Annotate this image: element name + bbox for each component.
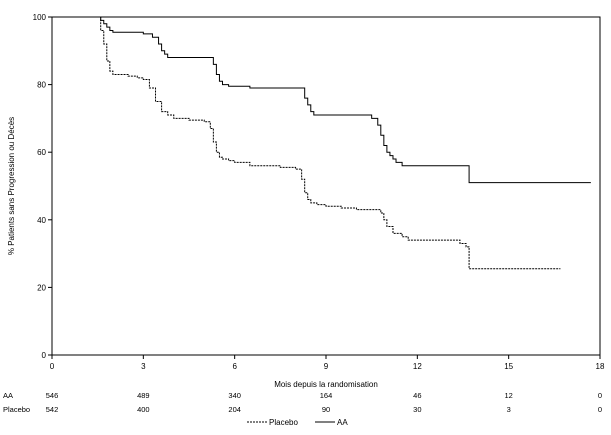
at-risk-value: 90 bbox=[322, 405, 330, 414]
at-risk-value: 46 bbox=[413, 391, 421, 400]
y-tick-label: 80 bbox=[37, 81, 46, 90]
y-tick-label: 60 bbox=[37, 148, 46, 157]
x-tick-label: 12 bbox=[413, 362, 422, 371]
plot-area bbox=[51, 16, 601, 356]
x-tick-label: 0 bbox=[50, 362, 55, 371]
legend: Placebo AA bbox=[247, 418, 348, 427]
at-risk-value: 542 bbox=[46, 405, 59, 414]
x-tick-label: 18 bbox=[596, 362, 605, 371]
y-tick-label: 20 bbox=[37, 283, 46, 292]
at-risk-row-label: AA bbox=[3, 391, 13, 400]
x-axis: 0 3 6 9 12 15 18 bbox=[50, 355, 605, 371]
y-axis-title: % Patients sans Progression ou Décès bbox=[7, 117, 16, 255]
at-risk-value: 12 bbox=[504, 391, 512, 400]
at-risk-value: 546 bbox=[46, 391, 59, 400]
x-tick-label: 6 bbox=[232, 362, 237, 371]
at-risk-value: 400 bbox=[137, 405, 150, 414]
x-tick-label: 9 bbox=[324, 362, 329, 371]
series-layer bbox=[52, 16, 591, 270]
x-axis-title: Mois depuis la randomisation bbox=[274, 380, 378, 389]
x-tick-label: 3 bbox=[141, 362, 146, 371]
series-line-aa bbox=[52, 16, 591, 184]
legend-label-placebo: Placebo bbox=[269, 418, 298, 427]
at-risk-value: 0 bbox=[598, 391, 602, 400]
series-line-placebo bbox=[52, 16, 561, 270]
at-risk-value: 489 bbox=[137, 391, 150, 400]
at-risk-value: 3 bbox=[507, 405, 511, 414]
at-risk-value: 204 bbox=[228, 405, 241, 414]
at-risk-value: 0 bbox=[598, 405, 602, 414]
y-tick-label: 40 bbox=[37, 216, 46, 225]
y-tick-label: 100 bbox=[33, 13, 47, 22]
x-tick-label: 15 bbox=[504, 362, 513, 371]
at-risk-value: 164 bbox=[320, 391, 333, 400]
at-risk-value: 30 bbox=[413, 405, 421, 414]
y-axis: 0 20 40 60 80 100 bbox=[33, 13, 52, 360]
at-risk-value: 340 bbox=[228, 391, 241, 400]
legend-label-aa: AA bbox=[337, 418, 348, 427]
plot-frame bbox=[51, 16, 601, 356]
y-tick-label: 0 bbox=[42, 351, 47, 360]
at-risk-row-label: Placebo bbox=[3, 405, 30, 414]
